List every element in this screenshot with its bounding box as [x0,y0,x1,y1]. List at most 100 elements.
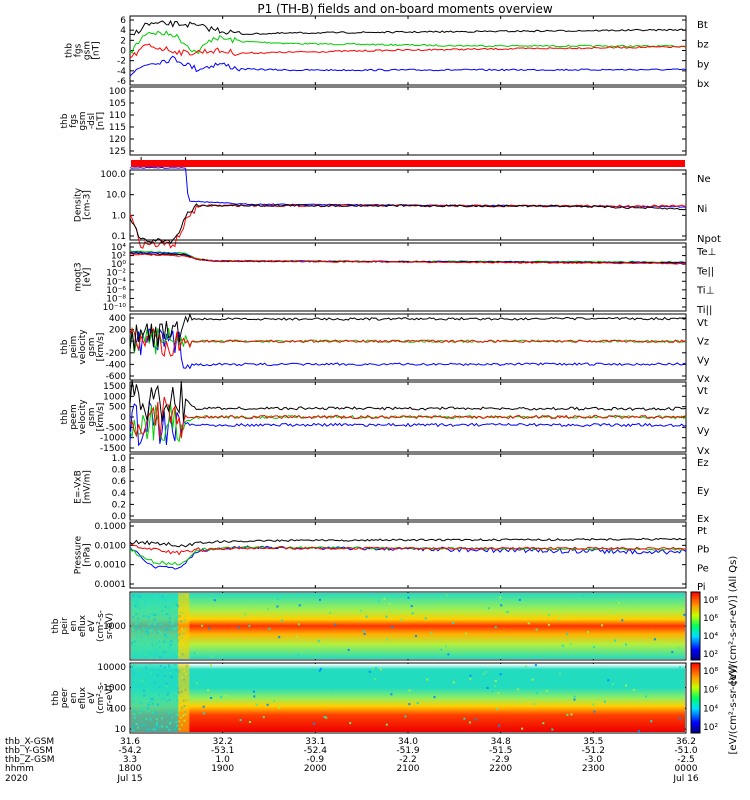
footer-value: 2200 [489,764,512,774]
spectrogram-pixel [561,644,564,647]
series-vt [129,312,687,352]
footer-value: 31.6 [120,737,140,747]
spectrogram-pixel [494,680,497,683]
y-tick-label: 0.4 [112,489,127,499]
spectrogram-pixel [527,622,530,625]
y-tick-label: 1000 [103,392,126,402]
y-tick-label: 1.0 [112,454,127,464]
spectrogram-pixel [385,723,388,726]
spectrogram-pixel [368,670,371,673]
spectrogram-pixel [292,697,295,700]
footer-value: 34.0 [398,737,418,747]
spectrogram-pixel [276,605,279,608]
spectrogram-pixel [657,640,659,643]
spectrogram-pixel [278,636,281,639]
y-tick-label: 10⁻⁸ [106,294,126,304]
colorbar-label: [eV/(cm²-s-sr-eV)] (All Qs) [728,556,739,685]
spectrogram-pixel [645,695,647,698]
series-vz [129,327,687,358]
y-tick-label: 100.0 [100,170,126,180]
y-tick-label: 10⁻¹⁰ [103,303,127,313]
footer-row-label: thb_Z-GSM [5,755,54,765]
legend-vy: Vy [697,355,710,366]
spectrogram-pixel [313,722,316,725]
quiet-region [131,593,179,659]
legend-pb: Pb [697,545,709,556]
footer-value: -53.1 [211,746,234,756]
spectrogram-pixel [383,597,386,600]
y-tick-label: -200 [106,349,127,359]
spectrogram-pixel [426,678,429,681]
spectrogram-pixel [324,638,327,641]
y-tick-label: -1500 [100,444,126,454]
y-tick-label: 10000 [97,663,126,673]
spectrogram-pixel [601,624,603,627]
spectrogram-pixel [445,645,448,648]
spectrogram-pixel [371,667,374,670]
spectrogram-pixel [195,682,198,685]
spectrogram-pixel [625,643,627,646]
spectrogram-pixel [463,717,466,720]
legend-ey: Ey [697,486,709,497]
figure-title: P1 (TH-B) fields and on-board moments ov… [257,2,553,16]
y-axis-label: peim [69,336,79,359]
spectrogram-pixel [536,655,539,658]
spectrogram-pixel [611,683,614,686]
quiet-region [131,664,179,732]
y-axis-label: thb [60,113,70,128]
spectrogram-pixel [391,626,394,629]
spectrogram-pixel [573,698,576,701]
spectrogram-pixel [297,653,300,656]
spectrogram-pixel [370,594,372,597]
spectrogram-pixel [276,598,279,601]
legend-vx: Vx [697,374,710,385]
y-tick-label: 1000 [103,684,126,694]
y-axis-label: gsm [87,337,97,356]
spectrogram-pixel [255,703,258,706]
spectrogram-pixel [389,603,391,605]
spectrogram-pixel [248,721,251,723]
spectrogram-pixel [545,689,548,692]
y-axis-label: fgs [74,43,84,57]
y-tick-label: -2 [117,57,126,67]
spectrogram-pixel [365,615,368,618]
spectrogram-pixel [487,607,490,610]
panel-frame [129,521,687,589]
colorbar-tick-label: 10⁸ [703,596,718,606]
spectrogram-pixel [407,596,410,599]
y-axis-label: peem [69,404,79,430]
spectrogram-pixel [558,617,561,620]
y-tick-label: -400 [106,360,127,370]
series-vx [129,328,687,370]
spectrogram-pixel [237,626,240,629]
footer-value: 2100 [397,764,420,774]
spectrogram-pixel [491,690,494,693]
spectrogram-pixel [278,706,280,709]
y-tick-label: -6 [117,77,126,87]
spectrogram-pixel [582,595,585,598]
spectrogram-pixel [500,604,503,607]
spectrogram-pixel [518,598,521,601]
spectrogram-pixel [524,665,527,668]
spectrogram-pixel [320,667,322,670]
legend-ti⊥: Ti⊥ [696,286,714,297]
y-tick-label: 10⁻⁶ [106,286,126,296]
spectrogram-pixel [592,644,595,646]
spectrogram-pixel [295,635,298,638]
series-bz [129,43,687,59]
legend-npot: Npot [697,234,721,245]
flag-bar [131,160,685,167]
series-temp [129,253,687,265]
series-by [129,30,687,55]
spectrogram-pixel [504,610,507,613]
footer-value: -51.9 [396,746,420,756]
spectrogram-pixel [469,677,472,680]
spectrogram-pixel [464,632,467,635]
y-axis-label: [nT] [92,41,102,59]
y-tick-label: 10 [115,725,127,735]
spectrogram-pixel [297,623,300,626]
y-tick-label: -4 [117,67,126,77]
footer-value: 2000 [304,764,327,774]
spectrogram-pixel [573,695,576,698]
spectrogram-pixel [614,639,617,642]
